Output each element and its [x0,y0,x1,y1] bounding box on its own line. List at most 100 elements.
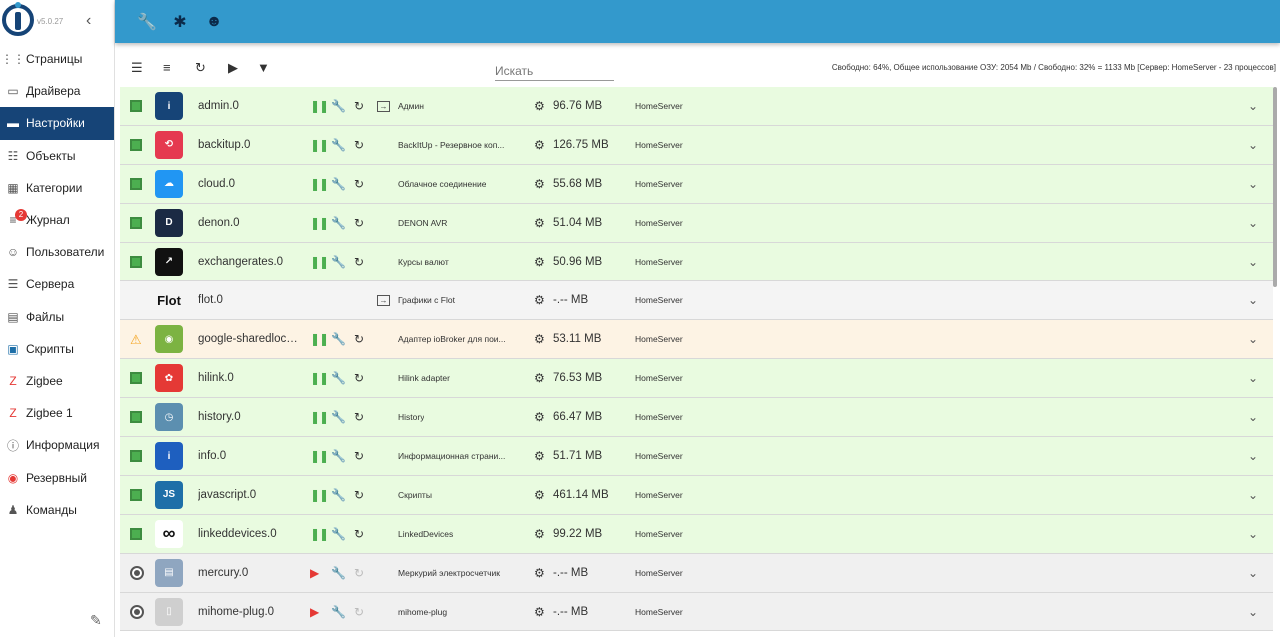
restart-icon[interactable]: ↻ [354,449,365,464]
restart-icon[interactable]: ↻ [354,254,365,269]
settings-wrench-icon[interactable]: 🔧 [331,526,346,541]
chevron-down-icon[interactable]: ⌄ [1248,332,1259,347]
chevron-down-icon[interactable]: ⌄ [1248,371,1259,386]
instance-row[interactable]: ∞ linkeddevices.0 ❚❚ 🔧 ↻ LinkedDevices ⚙ 99.22 … [120,514,1273,554]
restart-icon[interactable]: ↻ [354,604,365,619]
sidebar-item-7[interactable]: ☰ Сервера [0,268,114,300]
settings-wrench-icon[interactable]: 🔧 [331,99,346,113]
refresh-icon[interactable]: ↻ [195,60,206,75]
pause-button[interactable]: ❚❚ [310,99,329,113]
restart-icon[interactable]: ↻ [354,99,365,113]
sidebar-item-label: Команды [26,502,77,517]
instance-row[interactable]: Flot flot.0 → Графики с Flot ⚙ -.-- MB HomeSer… [120,281,1273,321]
iobroker-logo[interactable] [2,2,34,36]
filter-icon[interactable]: ▼ [257,60,270,75]
sidebar-item-5[interactable]: ≡ 2 Журнал [0,204,114,236]
chevron-left-icon[interactable]: ‹ [86,12,92,29]
sidebar-item-9[interactable]: ▣ Скрипты [0,333,114,365]
sidebar-item-14[interactable]: ♟ Команды [0,494,114,526]
sidebar-item-0[interactable]: ⋮⋮ Страницы [0,43,114,75]
instance-name: history.0 [198,411,241,424]
restart-icon[interactable]: ↻ [354,332,365,347]
chevron-down-icon[interactable]: ⌄ [1248,604,1259,619]
restart-icon[interactable]: ↻ [354,137,365,152]
settings-wrench-icon[interactable]: 🔧 [331,487,346,502]
restart-icon[interactable]: ↻ [354,565,365,580]
search-input[interactable]: Искать [495,64,614,81]
instance-row[interactable]: i admin.0 ❚❚ 🔧 ↻ → Админ ⚙ 96.76 MB HomeServer ⌄ [120,87,1273,126]
restart-icon[interactable]: ↻ [354,215,365,230]
instance-row[interactable]: ✿ hilink.0 ❚❚ 🔧 ↻ Hilink adapter ⚙ 76.53 MB Home… [120,359,1273,399]
chevron-down-icon[interactable]: ⌄ [1248,99,1259,113]
start-button[interactable]: ▶ [310,604,320,619]
play-icon[interactable]: ▶ [228,60,238,75]
chevron-down-icon[interactable]: ⌄ [1248,176,1259,191]
pause-button[interactable]: ❚❚ [310,332,329,347]
instance-row[interactable]: JS javascript.0 ❚❚ 🔧 ↻ Скрипты ⚙ 461.14 MB HomeS… [120,475,1273,515]
restart-icon[interactable]: ↻ [354,371,365,386]
sidebar-item-11[interactable]: Z Zigbee 1 [0,397,114,429]
scrollbar[interactable] [1273,87,1277,287]
sidebar-item-4[interactable]: ▦ Категории [0,172,114,204]
instance-row[interactable]: ▯ mihome-plug.0 ▶ 🔧 ↻ mihome-plug ⚙ -.-- MB Home… [120,592,1273,632]
settings-wrench-icon[interactable]: 🔧 [331,254,346,269]
pause-button[interactable]: ❚❚ [310,449,329,464]
compact-list-icon[interactable]: ≡ [163,60,171,75]
wrench-icon[interactable]: 🔧 [137,13,157,31]
open-link-icon[interactable]: → [377,295,390,307]
chevron-down-icon[interactable]: ⌄ [1248,449,1259,464]
pause-button[interactable]: ❚❚ [310,215,329,230]
settings-wrench-icon[interactable]: 🔧 [331,604,346,619]
sidebar-item-1[interactable]: ▭ Драйвера [0,75,114,107]
settings-wrench-icon[interactable]: 🔧 [331,176,346,191]
restart-icon[interactable]: ↻ [354,410,365,425]
settings-wrench-icon[interactable]: 🔧 [331,410,346,425]
restart-icon[interactable]: ↻ [354,487,365,502]
chevron-down-icon[interactable]: ⌄ [1248,565,1259,580]
chevron-down-icon[interactable]: ⌄ [1248,215,1259,230]
pause-button[interactable]: ❚❚ [310,137,329,152]
pause-button[interactable]: ❚❚ [310,254,329,269]
settings-wrench-icon[interactable]: 🔧 [331,215,346,230]
chevron-down-icon[interactable]: ⌄ [1248,526,1259,541]
sidebar-item-2[interactable]: ▬ Настройки [0,107,114,140]
sidebar-item-3[interactable]: ☷ Объекты [0,140,114,172]
instance-row[interactable]: ▤ mercury.0 ▶ 🔧 ↻ Меркурий электросчетчик ⚙ -.-… [120,553,1273,593]
instance-row[interactable]: ⟲ backitup.0 ❚❚ 🔧 ↻ BackItUp - Резервное коп.… [120,125,1273,165]
settings-wrench-icon[interactable]: 🔧 [331,371,346,386]
view-list-icon[interactable]: ☰ [131,60,143,75]
instance-row[interactable]: i info.0 ❚❚ 🔧 ↻ Информационная страни... ⚙ 51.7… [120,437,1273,476]
pause-button[interactable]: ❚❚ [310,371,329,386]
pause-button[interactable]: ❚❚ [310,487,329,502]
sidebar-item-8[interactable]: ▤ Файлы [0,301,114,333]
expert-head-icon[interactable]: ☻ [205,12,223,30]
chevron-down-icon[interactable]: ⌄ [1248,410,1259,425]
instance-host: HomeServer [635,100,683,111]
sidebar-item-12[interactable]: ⓘ Информация [0,429,114,461]
instance-row[interactable]: ☁ cloud.0 ❚❚ 🔧 ↻ Облачное соединение ⚙ 55.68 MB… [120,164,1273,204]
pause-button[interactable]: ❚❚ [310,526,329,541]
restart-icon[interactable]: ↻ [354,526,365,541]
restart-icon[interactable]: ↻ [354,176,365,191]
chevron-down-icon[interactable]: ⌄ [1248,487,1259,502]
instance-row[interactable]: ⚠ ◉ google-sharedlocat... ❚❚ 🔧 ↻ Адаптер ioBro… [120,320,1273,360]
settings-wrench-icon[interactable]: 🔧 [331,449,346,464]
bug-icon[interactable]: ✱ [173,13,187,31]
settings-wrench-icon[interactable]: 🔧 [331,332,346,347]
instance-row[interactable]: ◷ history.0 ❚❚ 🔧 ↻ History ⚙ 66.47 MB HomeServer… [120,398,1273,438]
sidebar-item-13[interactable]: ◉ Резервный [0,461,114,493]
settings-wrench-icon[interactable]: 🔧 [331,137,346,152]
chevron-down-icon[interactable]: ⌄ [1248,293,1259,308]
open-link-icon[interactable]: → [377,101,390,112]
pause-button[interactable]: ❚❚ [310,176,329,191]
start-button[interactable]: ▶ [310,565,320,580]
settings-wrench-icon[interactable]: 🔧 [331,565,346,580]
chevron-down-icon[interactable]: ⌄ [1248,254,1259,269]
sidebar-item-6[interactable]: ☺ Пользователи [0,236,114,268]
chevron-down-icon[interactable]: ⌄ [1248,137,1259,152]
edit-pencil-icon[interactable]: ✎ [90,612,102,628]
instance-row[interactable]: ↗ exchangerates.0 ❚❚ 🔧 ↻ Курсы валют ⚙ 50.96 MB… [120,242,1273,282]
sidebar-item-10[interactable]: Z Zigbee [0,365,114,397]
pause-button[interactable]: ❚❚ [310,410,329,425]
